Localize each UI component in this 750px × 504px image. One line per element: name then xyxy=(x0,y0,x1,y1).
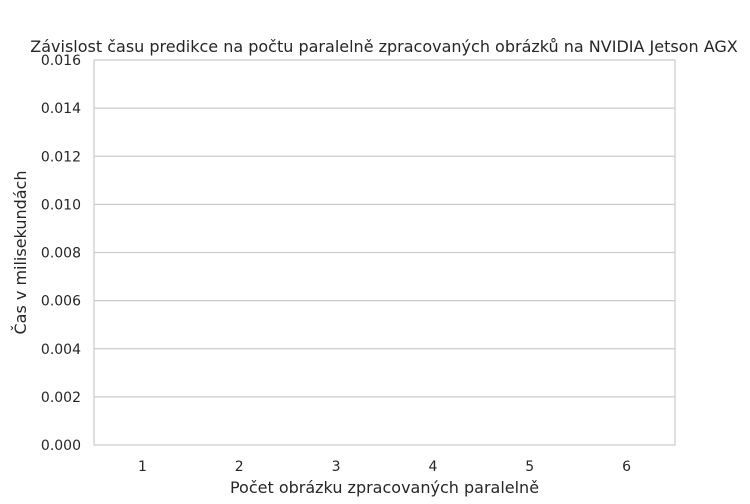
y-tick-label: 0.010 xyxy=(41,197,81,213)
y-axis-label: Čas v milisekundách xyxy=(11,170,30,334)
x-tick-labels: 1 2 3 4 5 6 xyxy=(138,459,631,475)
x-tick-label: 4 xyxy=(428,459,437,475)
chart-title: Závislost času predikce na počtu paralel… xyxy=(30,37,737,56)
x-tick-label: 1 xyxy=(138,459,147,475)
grid-layer xyxy=(94,107,675,398)
y-tick-label: 0.008 xyxy=(41,246,81,262)
y-tick-label: 0.004 xyxy=(41,342,81,358)
y-tick-labels: 0.000 0.002 0.004 0.006 0.008 0.010 0.012 0.014… xyxy=(41,53,81,454)
x-tick-label: 3 xyxy=(332,459,341,475)
y-tick-label: 0.002 xyxy=(41,390,81,406)
x-tick-label: 2 xyxy=(235,459,244,475)
y-tick-label: 0.000 xyxy=(41,438,81,454)
y-tick-label: 0.012 xyxy=(41,149,81,165)
x-tick-label: 5 xyxy=(525,459,534,475)
y-tick-label: 0.014 xyxy=(41,101,81,117)
y-tick-label: 0.006 xyxy=(41,294,81,310)
plot-frame xyxy=(93,59,676,446)
x-tick-label: 6 xyxy=(622,459,631,475)
x-axis-label: Počet obrázku zpracovaných paralelně xyxy=(230,478,539,497)
y-tick-label: 0.016 xyxy=(41,53,81,69)
